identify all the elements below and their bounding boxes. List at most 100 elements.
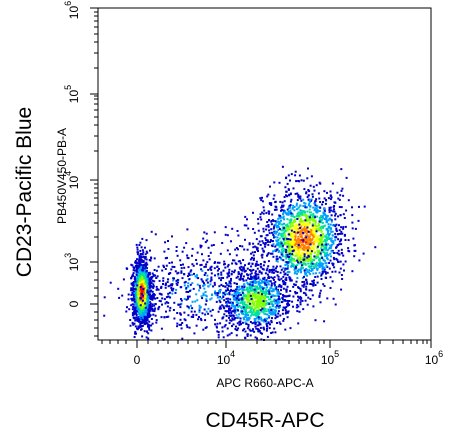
event-dot — [138, 307, 141, 310]
event-dot — [145, 263, 148, 266]
event-dot — [324, 202, 327, 205]
event-dot — [297, 251, 300, 253]
event-dot — [169, 306, 172, 309]
event-dot — [287, 295, 290, 298]
event-dot — [298, 223, 301, 226]
event-dot — [163, 298, 166, 301]
event-dot — [258, 300, 261, 302]
event-dot — [321, 257, 324, 259]
event-dot — [213, 267, 216, 270]
event-dot — [135, 318, 138, 321]
event-dot — [203, 274, 206, 276]
event-dot — [305, 279, 308, 281]
event-dot — [221, 304, 224, 307]
event-dot — [255, 263, 258, 266]
event-dot — [200, 319, 203, 322]
event-dot — [129, 319, 132, 321]
event-dot — [272, 250, 275, 253]
event-dot — [319, 206, 322, 209]
x-tick-label-1e6: 106 — [425, 349, 443, 367]
event-dot — [307, 219, 310, 222]
event-dot — [174, 270, 177, 273]
event-dot — [134, 332, 137, 335]
event-dot — [147, 337, 150, 340]
event-dot — [139, 285, 142, 288]
event-dot — [262, 290, 265, 293]
event-dot — [217, 331, 220, 333]
event-dot — [307, 198, 310, 201]
event-dot — [231, 227, 234, 230]
event-dot — [300, 243, 303, 246]
event-dot — [241, 269, 244, 272]
event-dot — [324, 239, 326, 242]
event-dot — [265, 310, 268, 313]
event-dot — [253, 291, 256, 294]
event-dot — [277, 223, 280, 226]
event-dot — [146, 300, 149, 303]
event-dot — [315, 263, 318, 265]
event-dot — [273, 269, 276, 272]
event-dot — [295, 215, 298, 218]
event-dot — [331, 234, 334, 237]
event-dot — [258, 240, 261, 243]
event-dot — [319, 261, 322, 264]
event-dot — [246, 301, 249, 304]
event-dot — [312, 263, 315, 265]
event-dot — [307, 215, 310, 218]
event-dot — [141, 277, 144, 279]
event-dot — [296, 304, 299, 306]
event-dot — [243, 309, 246, 311]
event-dot — [312, 234, 315, 237]
event-dot — [299, 298, 302, 301]
event-dot — [270, 311, 273, 314]
event-dot — [306, 249, 309, 252]
event-dot — [292, 263, 295, 266]
event-dot — [218, 296, 221, 299]
event-dot — [296, 192, 299, 195]
event-dot — [329, 237, 331, 240]
event-dot — [310, 258, 313, 261]
event-dot — [317, 192, 320, 195]
event-dot — [322, 283, 325, 286]
event-dot — [294, 192, 297, 195]
event-dot — [134, 288, 137, 291]
event-dot — [142, 309, 145, 312]
event-dot — [121, 294, 124, 297]
event-dot — [258, 330, 260, 333]
event-dot — [281, 296, 284, 299]
event-dot — [326, 237, 329, 240]
event-dot — [168, 309, 171, 312]
event-dot — [216, 330, 219, 333]
event-dot — [131, 292, 134, 295]
event-dot — [143, 286, 146, 288]
event-dot — [303, 283, 306, 286]
event-dot — [136, 248, 139, 251]
event-dot — [158, 279, 161, 282]
event-dot — [266, 273, 269, 276]
event-dot — [148, 297, 151, 300]
event-dot — [265, 290, 267, 293]
event-dot — [283, 210, 286, 213]
event-dot — [304, 273, 307, 276]
event-dot — [140, 316, 142, 319]
event-dot — [169, 296, 172, 299]
event-dot — [272, 233, 275, 236]
event-dot — [195, 276, 198, 279]
event-dot — [335, 223, 338, 226]
event-dot — [134, 301, 137, 304]
event-dot — [339, 239, 342, 242]
event-dot — [309, 233, 312, 236]
event-dot — [304, 204, 307, 207]
event-dot — [136, 289, 139, 292]
event-dot — [282, 294, 284, 297]
event-dot — [231, 310, 234, 313]
event-dot — [325, 272, 327, 275]
event-dot — [135, 304, 138, 307]
event-dot — [187, 306, 190, 309]
event-dot — [192, 264, 195, 267]
event-dot — [310, 211, 313, 214]
event-dot — [267, 310, 270, 313]
event-dot — [266, 195, 269, 198]
event-dot — [213, 231, 216, 234]
event-dot — [316, 237, 319, 240]
